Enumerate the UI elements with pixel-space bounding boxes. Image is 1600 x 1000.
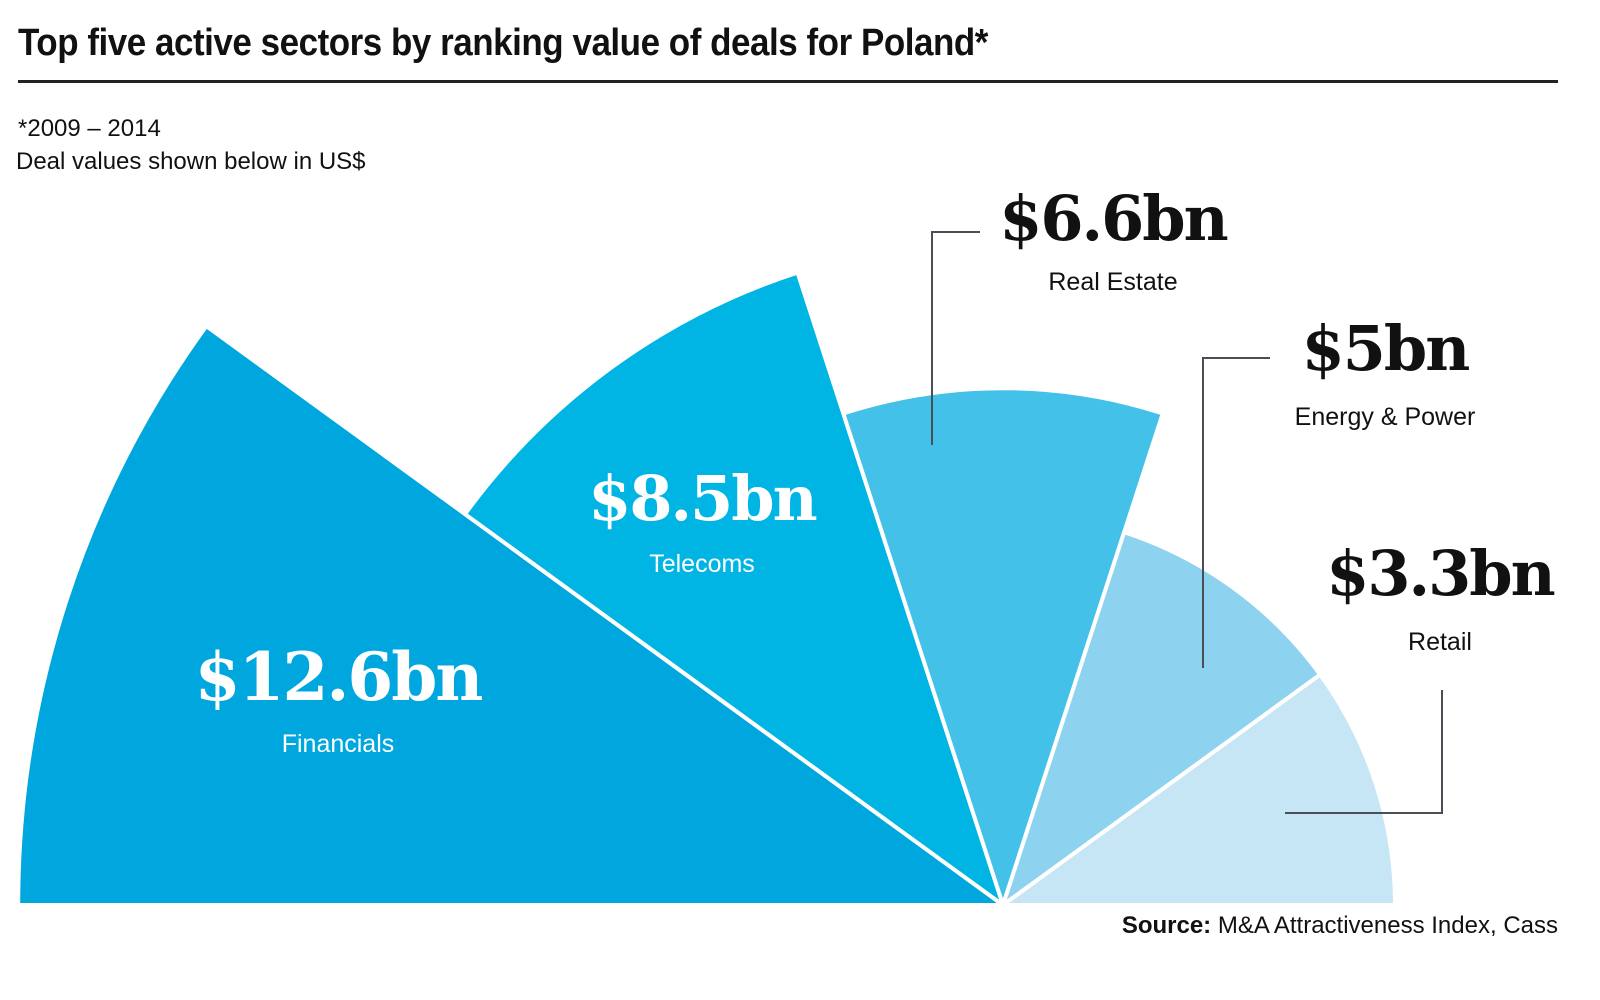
category-label-retail: Retail bbox=[1408, 628, 1472, 656]
category-label-financials: Financials bbox=[282, 730, 395, 758]
value-label-financials: $12.6bn bbox=[195, 638, 483, 716]
sector-wedge-telecoms bbox=[463, 270, 1005, 907]
value-label-real-estate: $6.6bn bbox=[999, 182, 1227, 255]
callout-line-real-estate bbox=[931, 231, 980, 445]
chart-title: Top five active sectors by ranking value… bbox=[18, 22, 988, 64]
title-rule bbox=[18, 80, 1558, 83]
callout-line-retail bbox=[1285, 690, 1443, 814]
source-label: Source: bbox=[1121, 912, 1212, 939]
value-label-retail: $3.3bn bbox=[1326, 537, 1554, 610]
callout-line-energy-power bbox=[1202, 357, 1270, 668]
sector-wedge-retail bbox=[1001, 672, 1397, 907]
sector-wedge-real-estate bbox=[841, 386, 1165, 907]
category-label-real-estate: Real Estate bbox=[1048, 268, 1177, 296]
source-note: Source: M&A Attractiveness Index, Cass bbox=[1122, 912, 1558, 940]
units-note: Deal values shown below in US$ bbox=[16, 148, 366, 175]
source-text: M&A Attractiveness Index, Cass bbox=[1217, 912, 1558, 939]
category-label-telecoms: Telecoms bbox=[649, 550, 755, 578]
category-label-energy-power: Energy & Power bbox=[1295, 403, 1476, 431]
value-label-telecoms: $8.5bn bbox=[588, 462, 816, 535]
sector-wedge-energy-power bbox=[1001, 530, 1323, 907]
sector-wedge-financials bbox=[16, 324, 1005, 907]
period-note: *2009 – 2014 bbox=[18, 115, 161, 142]
value-label-energy-power: $5bn bbox=[1302, 312, 1470, 385]
